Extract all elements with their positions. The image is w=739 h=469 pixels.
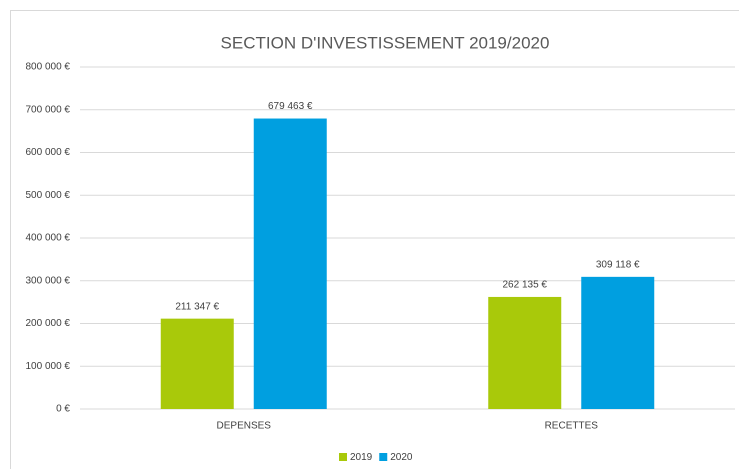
y-tick-label: 500 000 € [26, 190, 71, 201]
legend-swatch [339, 453, 347, 461]
legend-label: 2020 [390, 452, 413, 463]
bar [488, 296, 562, 409]
x-tick-label: RECETTES [545, 421, 599, 432]
chart-title: SECTION D'INVESTISSEMENT 2019/2020 [221, 33, 550, 52]
y-tick-label: 300 000 € [26, 275, 71, 286]
bar [581, 276, 655, 409]
y-tick-label: 100 000 € [26, 361, 71, 372]
y-tick-label: 800 000 € [26, 62, 71, 73]
data-label: 309 118 € [596, 259, 640, 270]
y-tick-label: 400 000 € [26, 233, 71, 244]
data-label: 211 347 € [175, 301, 219, 312]
legend-label: 2019 [350, 452, 373, 463]
y-tick-label: 0 € [56, 404, 70, 415]
bar [160, 318, 234, 409]
x-tick-label: DEPENSES [217, 421, 272, 432]
y-tick-label: 700 000 € [26, 104, 71, 115]
y-tick-label: 600 000 € [26, 147, 71, 158]
legend-swatch [379, 453, 388, 461]
data-label: 679 463 € [268, 101, 313, 112]
data-label: 262 135 € [503, 280, 548, 291]
bar [253, 118, 327, 409]
y-tick-label: 200 000 € [26, 318, 71, 329]
chart-frame [10, 10, 739, 469]
